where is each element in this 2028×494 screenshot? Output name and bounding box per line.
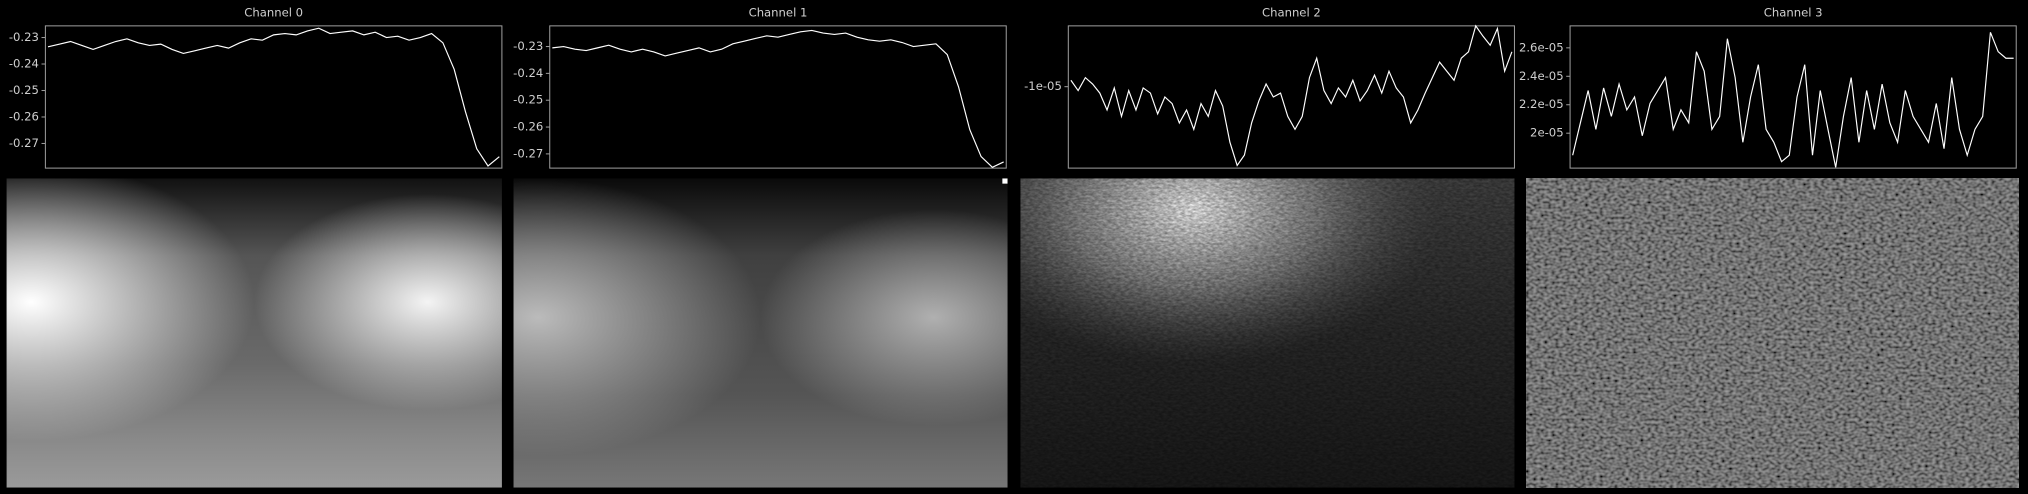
y-tick-label: -0.27 bbox=[9, 136, 39, 150]
y-tick-label: 2.4e-05 bbox=[1519, 69, 1564, 83]
heatmap-1 bbox=[513, 178, 1008, 488]
y-tick-label: 2e-05 bbox=[1530, 126, 1564, 140]
panel-title: Channel 3 bbox=[1764, 5, 1823, 19]
y-tick-label: -0.23 bbox=[513, 39, 543, 53]
plot-frame bbox=[1067, 25, 1515, 169]
line-series bbox=[1070, 24, 1513, 167]
y-tick-label: 2.6e-05 bbox=[1519, 40, 1564, 54]
panel-title: Channel 2 bbox=[1262, 5, 1321, 19]
y-tick-label: -0.25 bbox=[9, 83, 39, 97]
heatmap-2 bbox=[1020, 178, 1515, 488]
line-series bbox=[47, 27, 500, 167]
heatmap-3 bbox=[1526, 178, 2019, 488]
y-tick-label: -0.23 bbox=[9, 30, 39, 44]
plot-frame bbox=[44, 25, 503, 169]
y-tick-label: -0.26 bbox=[9, 109, 39, 123]
y-tick-label: 2.2e-05 bbox=[1519, 97, 1564, 111]
y-tick-label: -0.24 bbox=[9, 57, 39, 71]
line-series bbox=[1572, 32, 2014, 168]
heatmap-0 bbox=[6, 178, 502, 488]
y-tick-label: -1e-05 bbox=[1024, 79, 1062, 93]
plot-frame bbox=[549, 25, 1007, 169]
panel-title: Channel 0 bbox=[244, 5, 303, 19]
y-tick-label: -0.24 bbox=[513, 66, 543, 80]
y-tick-label: -0.27 bbox=[513, 146, 543, 160]
line-series bbox=[552, 29, 1004, 169]
plot-frame bbox=[1569, 25, 2017, 169]
panel-title: Channel 1 bbox=[749, 5, 808, 19]
y-tick-label: -0.25 bbox=[513, 93, 543, 107]
y-tick-label: -0.26 bbox=[513, 120, 543, 134]
